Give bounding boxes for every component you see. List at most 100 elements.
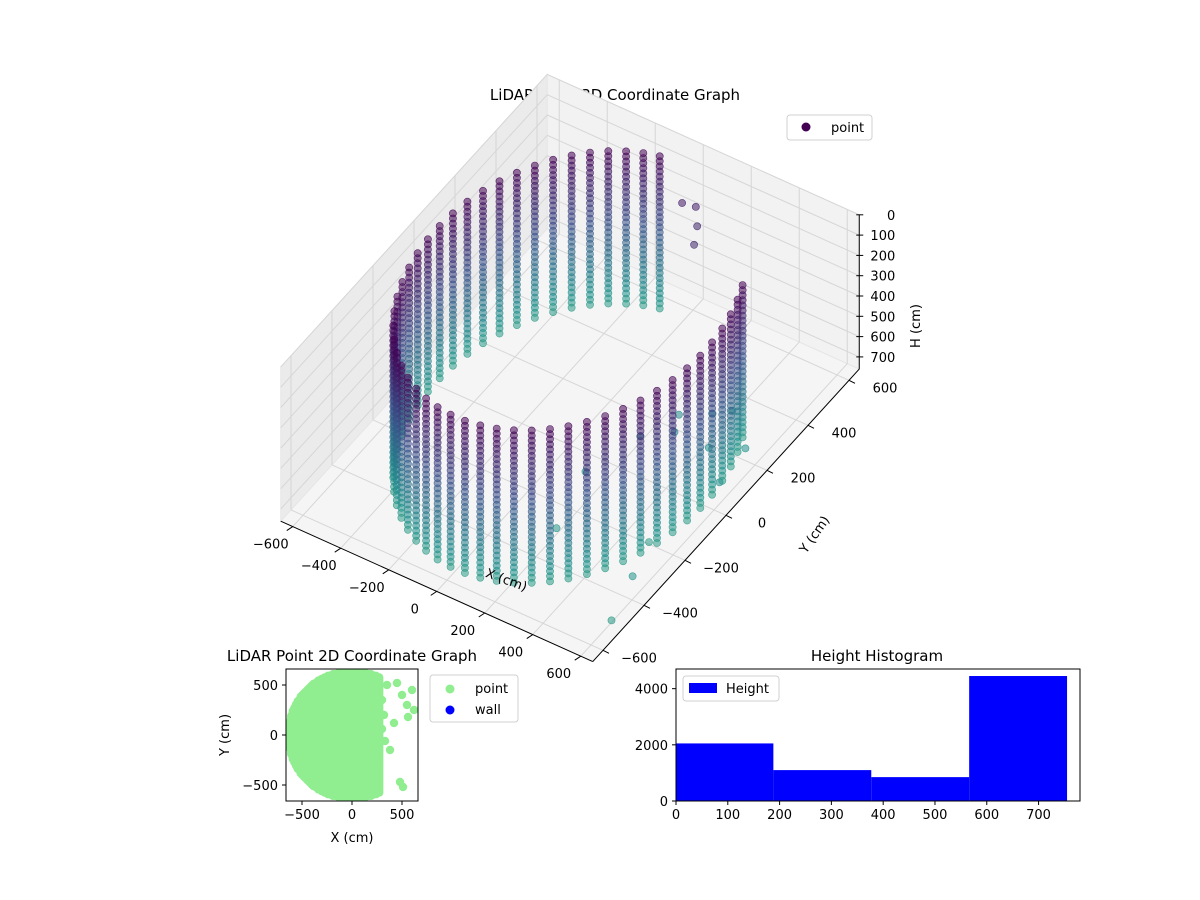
z-tick-label-3d: 400 (870, 290, 895, 305)
point-3d (552, 524, 561, 533)
legend-3d-label-point: point (831, 121, 864, 136)
point-3d (645, 538, 653, 546)
z-tick-label-3d: 200 (870, 249, 895, 264)
point-3d (691, 202, 700, 211)
chart-2d: LiDAR Point 2D Coordinate Graph −500−500… (218, 647, 519, 846)
point-3d (678, 199, 686, 207)
y-axis-label-3d: Y (cm) (796, 513, 833, 557)
z-tick-label-3d: 600 (870, 331, 895, 346)
z-tick-label-3d: 300 (870, 270, 895, 285)
gridline-3d (280, 155, 548, 449)
gridline-3d (547, 175, 860, 317)
point-3d (423, 387, 432, 396)
y-tick-3d (725, 514, 733, 519)
gridline-3d (547, 94, 860, 236)
point-3d (668, 528, 677, 537)
point-3d (433, 555, 442, 564)
gridline-3d (280, 74, 548, 368)
point-3d (397, 514, 406, 522)
z-tick-label-3d: 500 (870, 310, 895, 325)
gridline-3d (547, 73, 860, 216)
point-3d (607, 616, 616, 625)
y-tick-3d (766, 469, 774, 474)
gridline-3d (495, 284, 809, 426)
point-3d (636, 548, 645, 557)
z-tick-label-3d: 100 (870, 229, 895, 244)
x-tick-label-3d: −600 (253, 538, 289, 553)
y-tick-label-3d: −600 (621, 651, 657, 666)
point-3d (549, 308, 557, 316)
x-tick-3d (334, 547, 342, 553)
point-3d (586, 300, 594, 309)
point-3d (564, 574, 573, 583)
point-3d (639, 301, 648, 310)
y-tick-label-3d: −200 (703, 561, 739, 576)
gridline-3d (290, 509, 604, 651)
point-3d (726, 462, 735, 471)
gridline-3d (280, 216, 548, 510)
points-3d (389, 147, 750, 625)
point-3d (446, 563, 455, 571)
x-tick-label-3d: 400 (498, 646, 523, 661)
legend-3d-marker-point (801, 122, 811, 132)
x-tick-3d (286, 526, 294, 532)
point-3d (696, 504, 705, 512)
point-3d (448, 361, 457, 370)
point-3d (741, 444, 750, 453)
z-axis-label-3d: H (cm) (909, 304, 924, 348)
gridline-3d (547, 216, 860, 358)
gridline-3d (280, 175, 548, 469)
points-2d (286, 669, 418, 801)
x-tick-label-3d: 200 (450, 624, 475, 639)
gridline-3d (547, 114, 860, 256)
point-3d (513, 321, 521, 329)
point-3d (628, 572, 637, 581)
x-tick-3d (526, 634, 534, 640)
point-3d (495, 329, 504, 338)
point-3d (460, 569, 469, 577)
point-3d (530, 313, 539, 322)
gridline-3d (547, 155, 860, 297)
y-tick-3d (602, 649, 610, 654)
point-3d (412, 536, 421, 545)
ticks-3d: −600 −400 −200 0 200 400 600 −600 −400 −200 0 200 40… (253, 209, 898, 682)
y-tick-label-3d: 0 (758, 516, 766, 531)
y-tick-3d (807, 424, 815, 429)
x-tick-label-3d: 0 (411, 602, 419, 617)
x-tick-label-3d: −200 (349, 581, 385, 596)
point-3d (733, 448, 742, 456)
point-3d (463, 349, 472, 358)
x-tick-3d (574, 655, 582, 661)
point-3d (653, 539, 661, 547)
point-3d (655, 304, 664, 313)
point-3d (435, 374, 444, 383)
point-3d (583, 570, 591, 578)
point-3d (715, 478, 724, 487)
point-3d (492, 577, 501, 585)
point-3d (690, 240, 698, 249)
point-3d (567, 303, 576, 312)
y-tick-3d (684, 559, 692, 564)
y-tick-label-3d: 400 (832, 426, 857, 441)
y-tick-3d (848, 379, 856, 384)
gridline-3d (280, 134, 548, 429)
point-3d (479, 339, 487, 348)
x-tick-label-3d: −400 (301, 559, 337, 574)
gridline-3d (280, 195, 548, 490)
chart-2d-title: LiDAR Point 2D Coordinate Graph (227, 647, 477, 665)
point-3d (622, 299, 630, 308)
y-tick-label-3d: −400 (662, 606, 698, 621)
gridline-3d (280, 94, 548, 388)
point-3d (403, 525, 412, 534)
gridline-3d (547, 134, 860, 277)
point-3d (510, 578, 518, 587)
z-tick-label-3d: 700 (870, 351, 895, 366)
point-3d (546, 577, 554, 586)
y-tick-label-3d: 200 (791, 471, 816, 486)
point-3d (422, 546, 430, 555)
legend-3d: point (786, 114, 873, 141)
x-tick-3d (430, 590, 438, 596)
point-3d (476, 573, 485, 582)
x-tick-3d (382, 569, 390, 575)
